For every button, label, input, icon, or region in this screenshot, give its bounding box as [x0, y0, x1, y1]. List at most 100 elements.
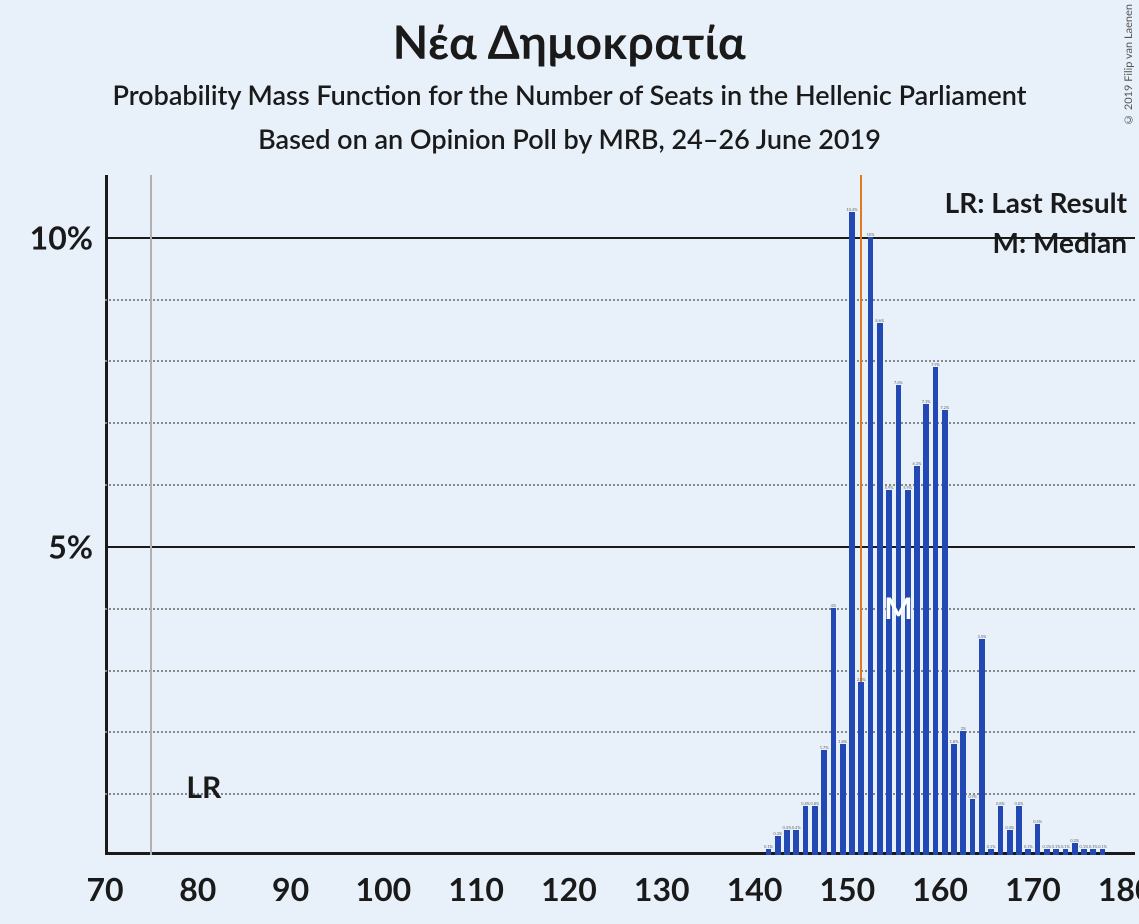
x-tick-label: 80	[179, 869, 216, 908]
bar-value-label: 8.6%	[875, 318, 884, 323]
gridline-minor	[105, 299, 1135, 301]
bar-value-label: 2.8%	[857, 677, 866, 682]
bar-value-label: 0.8%	[810, 801, 819, 806]
x-tick-label: 140	[727, 869, 783, 908]
bar: 1.8%	[951, 744, 957, 855]
bar: 10.4%	[849, 212, 855, 855]
bar: 0.2%	[1072, 843, 1078, 855]
bar: 0.1%	[1100, 849, 1106, 855]
bar: 0.4%	[1007, 830, 1013, 855]
bar-value-label: 0.1%	[1089, 844, 1098, 849]
median-letter: M	[884, 590, 912, 626]
bar: 0.9%	[970, 799, 976, 855]
bar-value-label: 0.4%	[792, 825, 801, 830]
bar-value-label: 1.8%	[838, 739, 847, 744]
gridline-minor	[105, 608, 1135, 610]
bar: 0.3%	[775, 836, 781, 855]
y-axis	[105, 175, 108, 855]
bar-value-label: 7.9%	[931, 362, 940, 367]
x-tick-label: 70	[86, 869, 123, 908]
bar-value-label: 0.1%	[1052, 844, 1061, 849]
bar: 5.9%	[905, 490, 911, 855]
bar-value-label: 0.1%	[1098, 844, 1107, 849]
x-tick-label: 110	[448, 869, 504, 908]
bar-value-label: 0.2%	[1070, 838, 1079, 843]
x-tick-label: 170	[1005, 869, 1061, 908]
bar-value-label: 6.3%	[913, 461, 922, 466]
x-tick-label: 90	[272, 869, 309, 908]
plot-area: LR: Last Result M: Median 5%10%708090100…	[105, 175, 1135, 855]
gridline-minor	[105, 422, 1135, 424]
bar: 0.4%	[793, 830, 799, 855]
y-tick-label: 10%	[30, 217, 93, 256]
chart-canvas: Νέα Δημοκρατία Probability Mass Function…	[0, 0, 1139, 924]
bar: 6.3%	[914, 466, 920, 855]
bar-value-label: 0.1%	[764, 844, 773, 849]
bar: 0.1%	[1053, 849, 1059, 855]
bar-value-label: 0.1%	[1042, 844, 1051, 849]
bar-value-label: 10.4%	[846, 207, 857, 212]
gridline-major	[105, 237, 1135, 239]
subtitle-2: Based on an Opinion Poll by MRB, 24–26 J…	[0, 122, 1139, 155]
copyright-text: © 2019 Filip van Laenen	[1122, 4, 1135, 126]
x-tick-label: 150	[819, 869, 875, 908]
bar-value-label: 0.9%	[968, 794, 977, 799]
bar: 0.8%	[812, 806, 818, 855]
bar-value-label: 5.9%	[885, 485, 894, 490]
legend-lr: LR: Last Result	[945, 185, 1127, 219]
bar-value-label: 7.6%	[894, 380, 903, 385]
gridline-minor	[105, 484, 1135, 486]
bar-value-label: 0.4%	[783, 825, 792, 830]
bar: 0.1%	[1081, 849, 1087, 855]
bar: 3.5%	[979, 639, 985, 855]
bar: 0.1%	[1063, 849, 1069, 855]
bar-value-label: 0.5%	[1033, 819, 1042, 824]
bar: 0.8%	[1016, 806, 1022, 855]
bar-value-label: 1.8%	[950, 739, 959, 744]
bar-value-label: 7.2%	[940, 405, 949, 410]
bar-value-label: 0.1%	[1024, 844, 1033, 849]
y-tick-label: 5%	[48, 526, 93, 565]
bar: 1.8%	[840, 744, 846, 855]
bar-value-label: 0.1%	[1080, 844, 1089, 849]
bar: 0.8%	[998, 806, 1004, 855]
bar-value-label: 7.3%	[922, 399, 931, 404]
bar-value-label: 0.3%	[773, 831, 782, 836]
bar-value-label: 1.7%	[820, 745, 829, 750]
bar: 2.8%	[858, 682, 864, 855]
bar-value-label: 0.1%	[987, 844, 996, 849]
last-result-label: LR	[186, 769, 221, 805]
bar: 2%	[960, 731, 966, 855]
bar: 0.1%	[1025, 849, 1031, 855]
subtitle-1: Probability Mass Function for the Number…	[0, 78, 1139, 111]
main-title: Νέα Δημοκρατία	[0, 14, 1139, 69]
bar-value-label: 5.9%	[903, 485, 912, 490]
last-result-line	[150, 175, 152, 855]
bar-value-label: 0.8%	[996, 801, 1005, 806]
bar-value-label: 10%	[867, 232, 875, 237]
legend-m: M: Median	[993, 225, 1127, 259]
gridline-minor	[105, 360, 1135, 362]
bar: 7.3%	[923, 404, 929, 855]
bar: 0.1%	[766, 849, 772, 855]
bar-value-label: 4%	[831, 603, 837, 608]
x-tick-label: 130	[634, 869, 690, 908]
bar: 0.8%	[803, 806, 809, 855]
bar: 0.1%	[1044, 849, 1050, 855]
bar: 0.4%	[784, 830, 790, 855]
bar-value-label: 0.1%	[1061, 844, 1070, 849]
x-tick-label: 100	[356, 869, 412, 908]
bar: 5.9%	[886, 490, 892, 855]
bar: 0.5%	[1035, 824, 1041, 855]
bar: 0.1%	[988, 849, 994, 855]
bar: 7.2%	[942, 410, 948, 855]
gridline-major	[105, 546, 1135, 548]
bar: 4%	[831, 608, 837, 855]
bar: 10%	[868, 237, 874, 855]
x-tick-label: 160	[912, 869, 968, 908]
bar-value-label: 2%	[961, 726, 967, 731]
x-tick-label: 120	[541, 869, 597, 908]
bar: 7.9%	[933, 367, 939, 855]
x-tick-label: 180	[1098, 869, 1139, 908]
bar: 1.7%	[821, 750, 827, 855]
